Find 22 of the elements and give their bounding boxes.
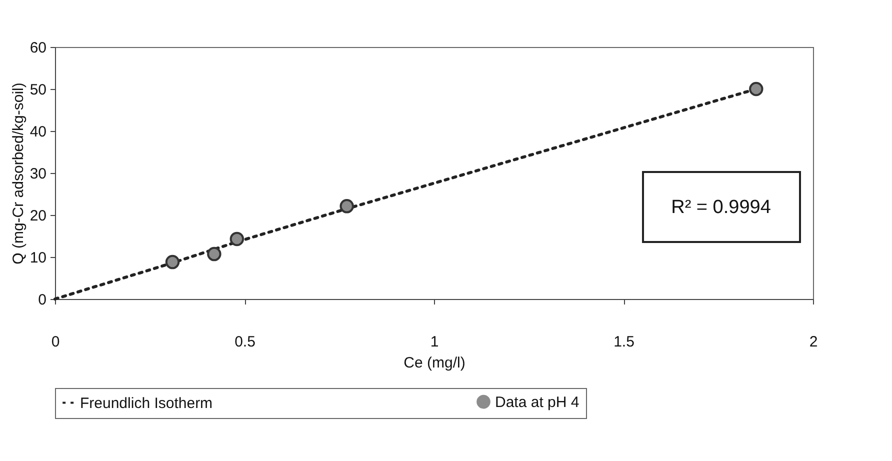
annotation: R² = 0.9994 [671, 197, 772, 218]
legend-label: Freundlich Isotherm [80, 394, 213, 412]
point [165, 254, 180, 270]
y-tick-label: 30 [30, 166, 46, 182]
y-tick-label: 50 [30, 82, 46, 98]
point [340, 199, 354, 214]
y-tick-label: 20 [30, 208, 46, 224]
y-axis-title: Q (mg-Cr adsorbed/kg-soil) [10, 82, 27, 264]
x-tick-label: 1 [430, 334, 439, 350]
y-tick-label: 10 [30, 250, 46, 266]
y-tick-label: 40 [30, 124, 46, 140]
point [749, 82, 764, 96]
y-tick-label: 0 [38, 292, 46, 308]
legend-label: Data at pH 4 [495, 394, 580, 411]
x-tick-label: 1.5 [614, 334, 634, 350]
point [230, 232, 244, 246]
x-tick-label: 2 [809, 334, 818, 350]
x-tick-label: 0.5 [234, 334, 256, 350]
x-tick-label: 0 [51, 334, 60, 350]
x-axis-title: Ce (mg/l) [404, 354, 466, 372]
y-tick-label: 60 [30, 40, 46, 56]
point [207, 246, 222, 262]
